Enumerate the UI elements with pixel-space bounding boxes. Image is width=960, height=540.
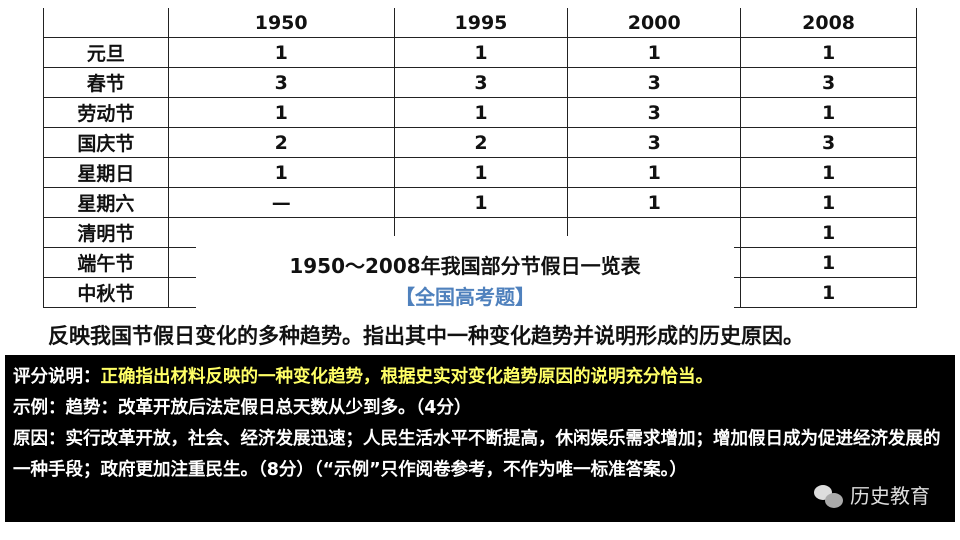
table-cell: 1: [740, 157, 917, 188]
column-header: [43, 8, 169, 38]
table-cell: 3: [740, 67, 917, 98]
table-cell: 1: [567, 157, 742, 188]
row-label: 星期六: [43, 187, 169, 218]
answer-box: 评分说明：正确指出材料反映的一种变化趋势，根据史实对变化趋势原因的说明充分恰当。…: [5, 355, 955, 522]
watermark: 历史教育: [814, 481, 930, 512]
table-cell: 1: [740, 217, 917, 248]
row-label: 劳动节: [43, 97, 169, 128]
table-row: 星期日 1 1 1 1: [43, 157, 917, 188]
table-cell: 2: [393, 127, 569, 158]
table-row: 春节 3 3 3 3: [43, 67, 917, 98]
table-caption-box: 1950～2008年我国部分节假日一览表 【全国高考题】: [196, 236, 734, 309]
row-label: 端午节: [43, 247, 169, 278]
table-cell: 1: [740, 277, 917, 308]
scoring-label: 评分说明：: [13, 367, 101, 387]
table-cell: 1: [393, 97, 569, 128]
source-label: 【全国高考题】: [395, 285, 535, 309]
table-cell: 1: [740, 187, 917, 218]
reason-text: 原因：实行改革开放，社会、经济发展迅速；人民生活水平不断提高，休闲娱乐需求增加；…: [13, 429, 941, 480]
table-row: 劳动节 1 1 3 1: [43, 97, 917, 128]
holiday-table: 1950 1995 2000 2008 元旦 1 1 1 1 春节 3 3 3 3 劳动节 1 1 3 1 国庆节 2 2…: [43, 8, 917, 308]
scoring-line: 评分说明：正确指出材料反映的一种变化趋势，根据史实对变化趋势原因的说明充分恰当。: [13, 362, 947, 393]
table-cell: 1: [740, 97, 917, 128]
table-cell: 1: [167, 157, 395, 188]
row-label: 元旦: [43, 37, 169, 68]
table-cell: —: [167, 187, 395, 218]
row-label: 星期日: [43, 157, 169, 188]
example-line: 示例：趋势：改革开放后法定假日总天数从少到多。（4分）: [13, 398, 472, 418]
table-cell: 3: [740, 127, 917, 158]
table-cell: 1: [567, 37, 742, 68]
table-cell: 1: [393, 157, 569, 188]
table-cell: 1: [167, 97, 395, 128]
table-cell: 3: [393, 67, 569, 98]
wechat-icon: [814, 484, 844, 509]
table-cell: 3: [567, 127, 742, 158]
column-header: 2008: [740, 8, 917, 38]
column-header: 1995: [393, 8, 569, 38]
row-label: 中秋节: [43, 277, 169, 308]
question-text: 反映我国节假日变化的多种趋势。指出其中一种变化趋势并说明形成的历史原因。: [48, 324, 804, 348]
table-cell: 3: [567, 67, 742, 98]
table-cell: 1: [567, 187, 742, 218]
table-row: 国庆节 2 2 3 3: [43, 127, 917, 158]
scoring-criteria: 正确指出材料反映的一种变化趋势，根据史实对变化趋势原因的说明充分恰当。: [100, 367, 714, 387]
watermark-text: 历史教育: [850, 484, 930, 508]
column-header: 1950: [167, 8, 395, 38]
table-cell: 2: [167, 127, 395, 158]
table-cell: 1: [167, 37, 395, 68]
table-row: 元旦 1 1 1 1: [43, 37, 917, 68]
table-cell: 1: [393, 37, 569, 68]
table-cell: 3: [567, 97, 742, 128]
column-header: 2000: [567, 8, 742, 38]
row-label: 春节: [43, 67, 169, 98]
table-header-row: 1950 1995 2000 2008: [43, 8, 917, 38]
table-caption: 1950～2008年我国部分节假日一览表: [289, 254, 641, 278]
table-cell: 1: [740, 247, 917, 278]
table-cell: 3: [167, 67, 395, 98]
row-label: 国庆节: [43, 127, 169, 158]
table-cell: 1: [393, 187, 569, 218]
row-label: 清明节: [43, 217, 169, 248]
table-row: 星期六 —1 1 1: [43, 187, 917, 218]
table-cell: 1: [740, 37, 917, 68]
